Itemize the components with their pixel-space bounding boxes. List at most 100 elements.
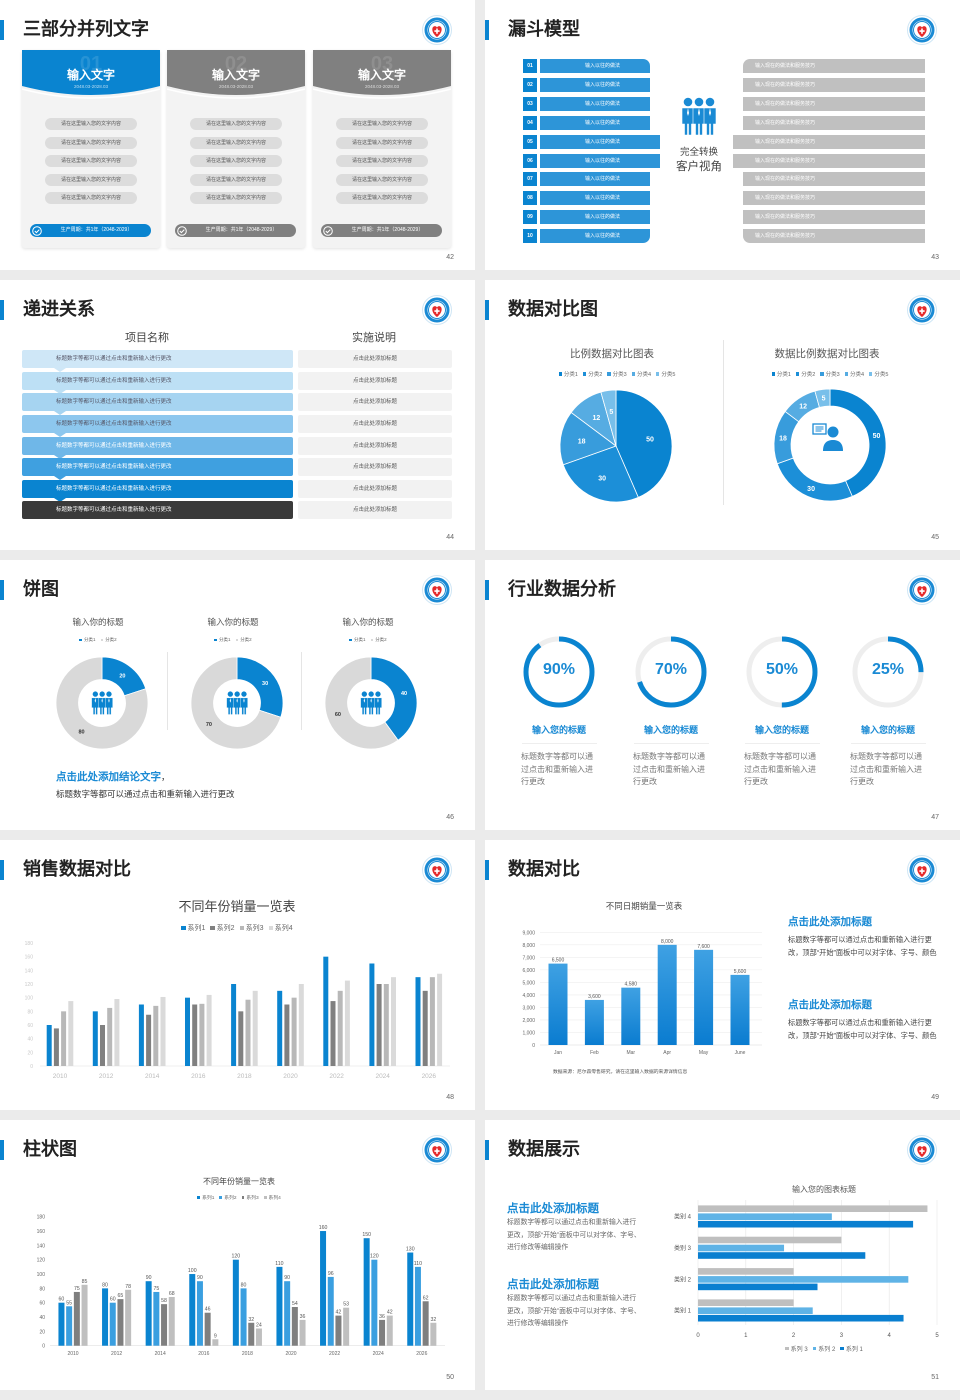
- progress-percent: 50%: [765, 661, 799, 678]
- bar: [383, 984, 389, 1066]
- bar-data-label: 54: [292, 1301, 298, 1307]
- pie-slice-2: [190, 656, 282, 750]
- current-practice-bar: 输入现在的做法和服务技巧: [743, 59, 925, 73]
- y-tick-label: 120: [37, 1258, 46, 1264]
- chart-legend: 系列1 系列2 系列3 系列4: [117, 923, 357, 933]
- bar: [284, 1004, 290, 1066]
- bar: [100, 1025, 105, 1066]
- legend-label: 分类3: [612, 372, 627, 378]
- bar: [212, 1339, 219, 1346]
- x-tick-label: 4: [888, 1333, 892, 1339]
- y-tick-label: 140: [37, 1243, 46, 1249]
- block-heading-link[interactable]: 点击此处添加标题: [788, 999, 872, 1011]
- category-label: 类别 4: [674, 1213, 692, 1221]
- legend-item: 分类2: [370, 637, 387, 643]
- slide-43-funnel-model: 漏斗模型 43 01 输入以往的做法 输入现在的做法和服务技巧 02 输入以往的做法 输入现在…: [485, 0, 960, 270]
- item-title: 输入您的标题: [531, 725, 586, 735]
- y-tick-label: 40: [27, 1037, 33, 1043]
- legend-item: 系列 3: [785, 1344, 808, 1353]
- x-tick-label: 5: [935, 1333, 939, 1339]
- row-number-box: 08: [523, 191, 537, 206]
- conclusion-title-link[interactable]: 点击此处添加结论文字: [56, 771, 161, 783]
- legend-label: 系列 2: [818, 1347, 836, 1353]
- x-tick-label: 0: [696, 1333, 700, 1339]
- bar: [698, 1307, 813, 1314]
- progression-step: 标题数字等都可以通过点击和重新输入进行更改: [22, 437, 293, 455]
- step-description: 点击此处添加标题: [298, 501, 452, 519]
- hospital-logo: [422, 15, 452, 45]
- bar-data-label: 32: [430, 1317, 436, 1323]
- y-tick-label: 0: [42, 1344, 45, 1350]
- person-head: [368, 691, 374, 697]
- parallel-card: 03 输入文字 2048.03-2028.03 请在这里输入您的文字内容 请在这里输入您…: [312, 50, 452, 248]
- current-practice-bar: 输入现在的做法和服务技巧: [743, 115, 925, 130]
- y-tick-label: 140: [25, 968, 34, 974]
- bar-data-label: 4,580: [625, 982, 638, 988]
- person-head: [234, 691, 240, 697]
- bar: [698, 1213, 832, 1220]
- pie-chart-title: 比例数据对比图表: [570, 348, 654, 360]
- bar: [66, 1306, 73, 1346]
- person-head: [241, 691, 247, 697]
- bar: [698, 1244, 785, 1252]
- bar: [73, 1291, 80, 1346]
- logo-blue-ring: [424, 857, 450, 883]
- bar: [160, 996, 166, 1066]
- title-accent-bar: [0, 860, 4, 880]
- slide-title: 三部分并列文字: [23, 19, 149, 39]
- x-tick-label: 2012: [99, 1073, 114, 1080]
- block-heading-link[interactable]: 点击此处添加标题: [507, 1203, 599, 1215]
- bar: [161, 1304, 168, 1346]
- slide-49-data-comparison: 数据对比 49 不同日期销量一览表 0 1,000 2,000 3,000 4,000 5,00…: [485, 840, 960, 1110]
- bar: [698, 1276, 909, 1283]
- item-title: 输入您的标题: [860, 725, 915, 735]
- step-description: 点击此处添加标题: [298, 480, 452, 498]
- legend-item: 系列2: [219, 1194, 237, 1201]
- page-number: 44: [446, 534, 454, 541]
- bar: [238, 1011, 244, 1066]
- past-practice-bar: 输入以往的做法: [540, 191, 650, 206]
- title-accent-bar: [485, 20, 489, 40]
- bar-data-label: 110: [414, 1261, 422, 1267]
- chart-divider: [723, 340, 724, 505]
- person-body: [374, 697, 382, 715]
- hospital-logo: [422, 295, 452, 325]
- y-tick-label: 4,000: [522, 993, 535, 999]
- bar: [284, 1281, 291, 1346]
- progress-ring: [635, 636, 707, 708]
- pie-slice-1: [615, 389, 673, 498]
- title-accent-bar: [0, 300, 4, 320]
- chevron-down-icon: [54, 475, 66, 480]
- hospital-logo: [907, 295, 937, 325]
- current-practice-bar: 输入现在的做法和服务技巧: [743, 96, 925, 111]
- pie-slice-label: 5: [609, 409, 613, 416]
- chart-legend: 分类1 分类2: [48, 637, 148, 643]
- medical-cross-icon: [919, 1148, 925, 1154]
- y-tick-label: 80: [39, 1286, 45, 1292]
- bar: [698, 1283, 818, 1291]
- y-tick-label: 0: [30, 1064, 33, 1070]
- block-heading-link[interactable]: 点击此处添加标题: [507, 1279, 599, 1291]
- check-circle-icon: [177, 225, 187, 236]
- person-tie: [370, 697, 372, 703]
- conclusion-heading: 点击此处添加结论文字，: [56, 767, 170, 785]
- block-heading-link[interactable]: 点击此处添加标题: [788, 916, 872, 928]
- legend-label: 分类2: [588, 372, 603, 378]
- progress-ring-fill: [635, 636, 707, 708]
- logo-blue-ring: [909, 857, 935, 883]
- hospital-logo: [422, 575, 452, 605]
- bar: [146, 1014, 152, 1066]
- category-label: 类别 1: [674, 1307, 692, 1315]
- step-chevron: [54, 454, 66, 459]
- bar: [245, 999, 251, 1066]
- bar: [548, 963, 568, 1045]
- legend-swatch: [100, 638, 104, 642]
- legend-label: 分类4: [849, 372, 865, 378]
- card-list-item: 请在这里输入您的文字内容: [190, 174, 282, 186]
- logo-blue-ring: [424, 297, 450, 323]
- bar: [698, 1299, 794, 1306]
- chart-legend: 系列 3 系列 2 系列 1: [724, 1344, 924, 1353]
- logo-blue-ring: [909, 297, 935, 323]
- legend-item: 分类2: [235, 637, 252, 643]
- past-practice-bar: 输入以往的做法: [540, 210, 650, 225]
